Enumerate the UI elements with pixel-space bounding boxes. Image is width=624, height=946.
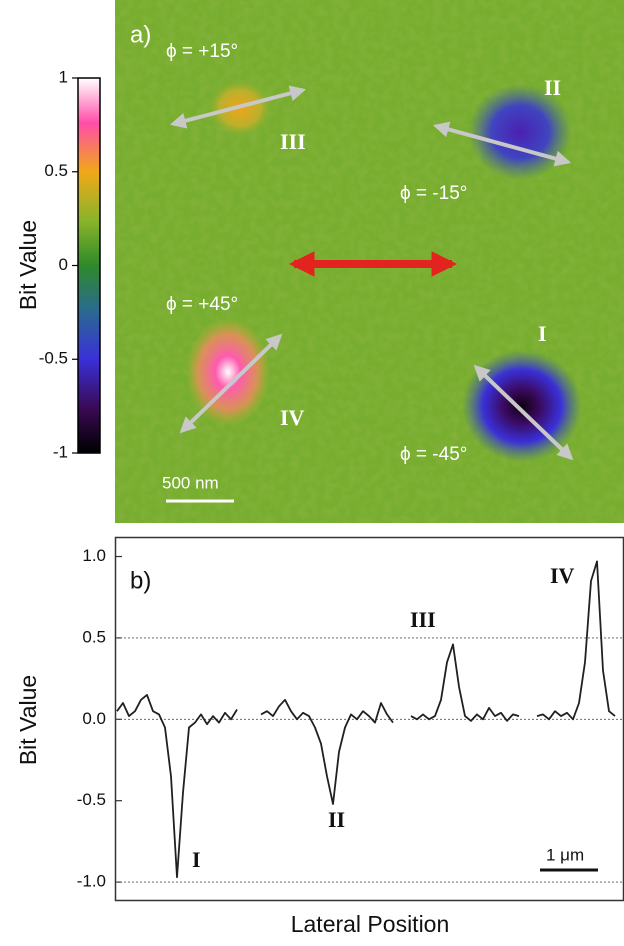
scale-bar-label: 500 nm: [162, 473, 219, 492]
scale-bar-label: 1 μm: [546, 845, 584, 864]
y-tick-label: -0.5: [77, 790, 106, 809]
colorbar: [77, 77, 101, 454]
annotation: I: [192, 847, 201, 872]
annotation: ϕ = -15°: [400, 183, 467, 204]
annotation: ϕ = +45°: [166, 294, 238, 315]
annotation: II: [544, 75, 561, 100]
annotation: IV: [550, 563, 575, 588]
y-tick-label: 0.5: [82, 627, 106, 646]
annotation: III: [410, 607, 436, 632]
y-tick-label: 0.0: [82, 709, 106, 728]
data-line: [116, 560, 616, 879]
x-axis-label: Lateral Position: [291, 911, 450, 937]
y-axis-label: Bit Value: [15, 675, 41, 765]
y-tick-label: 1.0: [82, 546, 106, 565]
annotation: ϕ = -45°: [400, 444, 467, 465]
panel-label: a): [130, 21, 151, 48]
colorbar-label: Bit Value: [15, 220, 41, 310]
colorbar-tick-label: -1: [53, 442, 68, 461]
annotation: III: [280, 129, 306, 154]
annotation: ϕ = +15°: [166, 41, 238, 62]
annotation: II: [328, 807, 345, 832]
colorbar-tick-label: 0: [59, 255, 68, 274]
colorbar-tick-label: 1: [59, 67, 68, 86]
colorbar-tick-label: 0.5: [44, 161, 68, 180]
colorbar-tick-label: -0.5: [39, 349, 68, 368]
y-tick-label: -1.0: [77, 872, 106, 891]
afm-image: [115, 0, 624, 523]
panel-label: b): [130, 567, 151, 594]
annotation: IV: [280, 405, 305, 430]
annotation: I: [538, 321, 547, 346]
